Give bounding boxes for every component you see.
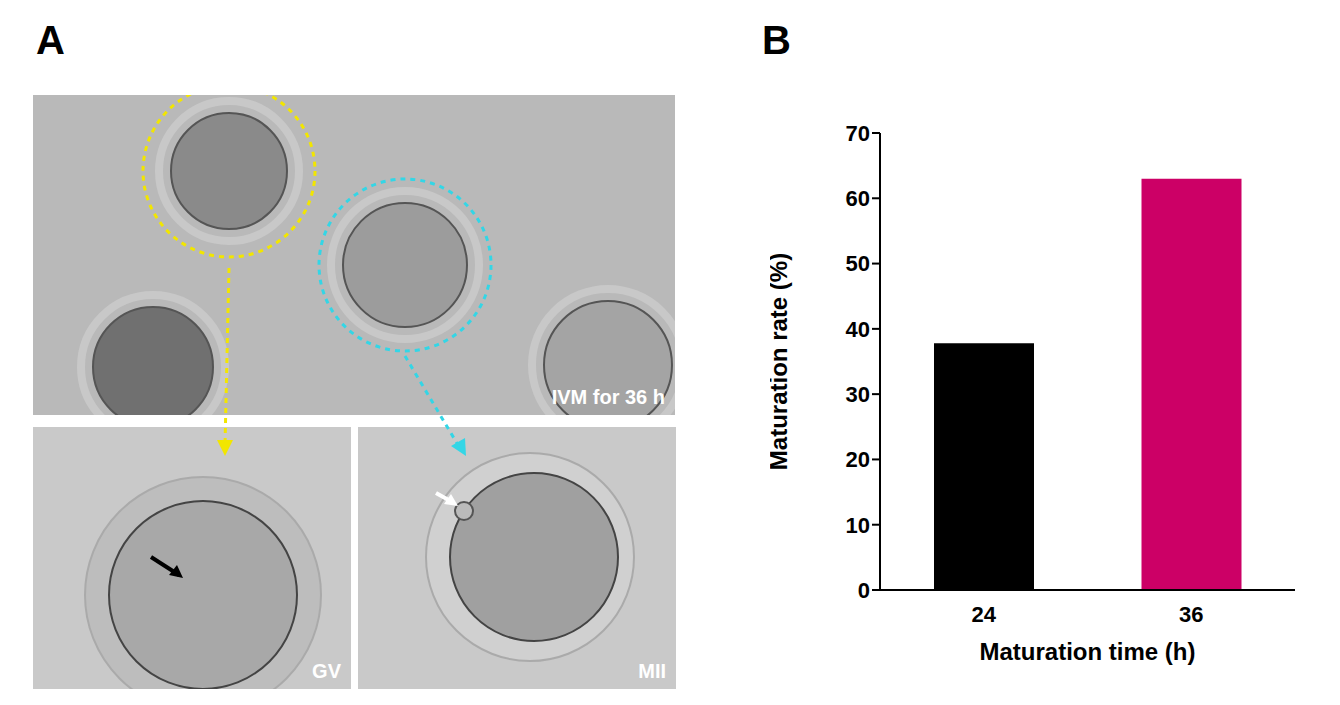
svg-text:20: 20 (846, 447, 870, 472)
svg-text:10: 10 (846, 513, 870, 538)
svg-text:40: 40 (846, 317, 870, 342)
svg-text:60: 60 (846, 186, 870, 211)
html-text:B: B (762, 18, 791, 62)
html-text:MII: MII (638, 660, 666, 682)
svg-text:50: 50 (846, 251, 870, 276)
svg-text:0: 0 (858, 578, 870, 603)
svg-text:30: 30 (846, 382, 870, 407)
svg-text:36: 36 (1179, 602, 1203, 627)
svg-text:Maturation time (h): Maturation time (h) (980, 638, 1196, 665)
svg-text:70: 70 (846, 121, 870, 146)
svg-text:Maturation rate (%): Maturation rate (%) (770, 253, 792, 470)
html-text:A: A (36, 18, 65, 62)
svg-text:24: 24 (972, 602, 997, 627)
html-text:GV: GV (312, 660, 341, 682)
html-text:IVM for 36 h: IVM for 36 h (551, 386, 665, 408)
